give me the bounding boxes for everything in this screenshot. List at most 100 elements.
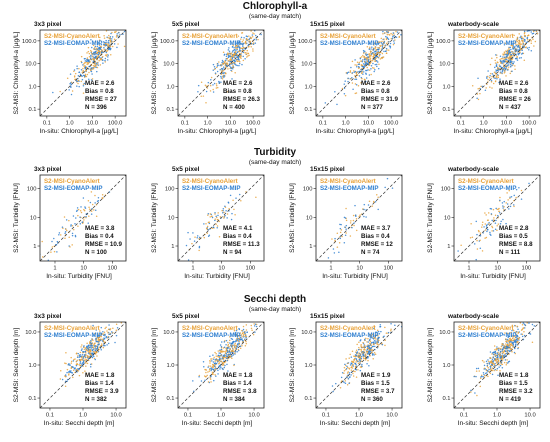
data-point-eomap: [97, 350, 100, 353]
panel-frame: [315, 174, 403, 262]
data-point-eomap: [223, 341, 226, 343]
data-point-cyanoalert: [491, 225, 493, 228]
data-point-cyanoalert: [209, 377, 211, 379]
data-point-eomap: [232, 59, 235, 62]
data-point-eomap: [242, 43, 244, 46]
data-point-eomap: [508, 208, 510, 210]
data-point-eomap: [192, 232, 194, 234]
data-point-eomap: [236, 51, 239, 54]
data-point-eomap: [374, 331, 377, 333]
data-point-eomap: [222, 60, 224, 63]
data-point-cyanoalert: [87, 359, 90, 361]
data-point-eomap: [373, 354, 375, 356]
data-point-eomap: [82, 358, 84, 360]
data-point-cyanoalert: [489, 72, 492, 75]
panel-title: 3x3 pixel: [34, 166, 62, 173]
data-point-eomap: [83, 57, 86, 60]
data-point-eomap: [189, 238, 191, 240]
data-point-eomap: [61, 378, 64, 381]
data-point-eomap: [219, 365, 221, 368]
data-point-eomap: [477, 77, 479, 79]
data-point-cyanoalert: [381, 52, 384, 55]
data-point-cyanoalert: [198, 374, 201, 377]
data-point-cyanoalert: [231, 357, 233, 360]
data-point-eomap: [94, 347, 96, 349]
stat-n: N = 74: [361, 249, 380, 256]
data-point-eomap: [215, 215, 217, 218]
data-point-cyanoalert: [496, 369, 498, 371]
data-point-eomap: [225, 339, 228, 342]
data-point-eomap: [73, 69, 76, 71]
data-point-eomap: [362, 73, 364, 75]
data-point-cyanoalert: [507, 343, 509, 346]
data-point-eomap: [383, 335, 385, 337]
data-point-eomap: [362, 49, 365, 52]
data-point-cyanoalert: [215, 216, 218, 219]
data-point-eomap: [76, 356, 79, 359]
data-point-eomap: [237, 44, 240, 46]
data-point-cyanoalert: [232, 64, 234, 67]
data-point-cyanoalert: [102, 340, 105, 342]
data-point-eomap: [83, 362, 85, 364]
data-point-eomap: [76, 67, 78, 70]
data-point-eomap: [254, 331, 256, 333]
data-point-eomap: [81, 348, 83, 350]
data-point-cyanoalert: [228, 339, 231, 342]
data-point-cyanoalert: [105, 30, 108, 32]
data-point-cyanoalert: [231, 349, 233, 352]
data-point-eomap: [375, 340, 377, 342]
data-point-cyanoalert: [253, 33, 255, 35]
data-point-cyanoalert: [233, 208, 235, 211]
data-point-eomap: [79, 361, 82, 363]
x-tick-label: 10.0: [386, 413, 397, 419]
data-point-cyanoalert: [491, 362, 494, 365]
data-point-cyanoalert: [91, 53, 93, 55]
data-point-eomap: [241, 63, 243, 66]
data-point-eomap: [343, 242, 346, 244]
data-point-eomap: [106, 316, 108, 318]
data-point-eomap: [378, 48, 380, 51]
data-point-eomap: [375, 334, 377, 337]
data-point-eomap: [475, 375, 477, 378]
data-point-eomap: [222, 208, 225, 210]
data-point-eomap: [227, 49, 230, 51]
data-point-cyanoalert: [384, 339, 386, 341]
data-point-eomap: [95, 53, 97, 55]
data-point-cyanoalert: [484, 374, 486, 377]
data-point-cyanoalert: [366, 45, 369, 48]
data-point-eomap: [264, 21, 266, 23]
data-point-cyanoalert: [362, 341, 364, 344]
data-point-eomap: [231, 46, 234, 48]
data-point-cyanoalert: [501, 344, 503, 346]
data-point-eomap: [489, 367, 492, 369]
data-point-cyanoalert: [245, 335, 248, 338]
data-point-eomap: [528, 182, 530, 185]
data-point-cyanoalert: [511, 55, 513, 57]
data-point-cyanoalert: [384, 344, 386, 347]
data-point-cyanoalert: [202, 95, 205, 97]
data-point-cyanoalert: [215, 87, 218, 89]
data-point-cyanoalert: [233, 344, 236, 346]
data-point-eomap: [393, 42, 395, 44]
data-point-cyanoalert: [209, 378, 212, 380]
data-point-eomap: [207, 212, 210, 215]
data-point-cyanoalert: [476, 248, 479, 250]
data-point-eomap: [368, 365, 370, 367]
data-point-cyanoalert: [369, 340, 372, 343]
stat-mae: MAE = 3.8: [85, 225, 115, 232]
data-point-cyanoalert: [363, 55, 366, 58]
data-point-eomap: [366, 53, 369, 56]
data-point-cyanoalert: [230, 58, 232, 61]
data-point-eomap: [255, 39, 258, 41]
data-point-cyanoalert: [390, 32, 392, 35]
data-point-cyanoalert: [102, 333, 104, 335]
data-point-cyanoalert: [502, 359, 504, 361]
data-point-eomap: [198, 236, 201, 239]
data-point-cyanoalert: [63, 216, 66, 218]
data-point-cyanoalert: [224, 66, 227, 68]
data-point-eomap: [383, 42, 385, 44]
data-point-cyanoalert: [503, 209, 505, 211]
data-point-cyanoalert: [371, 66, 374, 69]
data-point-eomap: [496, 74, 499, 76]
